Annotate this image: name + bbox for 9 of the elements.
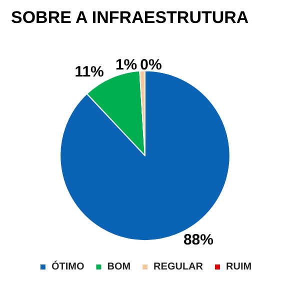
chart-title: SOBRE A INFRAESTRUTURA [11, 8, 249, 27]
legend-label: BOM [107, 262, 131, 272]
data-label: 88% [183, 232, 214, 249]
data-label: 11% [74, 64, 104, 81]
legend-label: REGULAR [154, 262, 204, 272]
text: 0% [140, 56, 162, 74]
legend-label: RUIM [226, 262, 252, 272]
data-label: 1% [115, 56, 138, 74]
legend-label: ÓTIMO [51, 260, 84, 272]
